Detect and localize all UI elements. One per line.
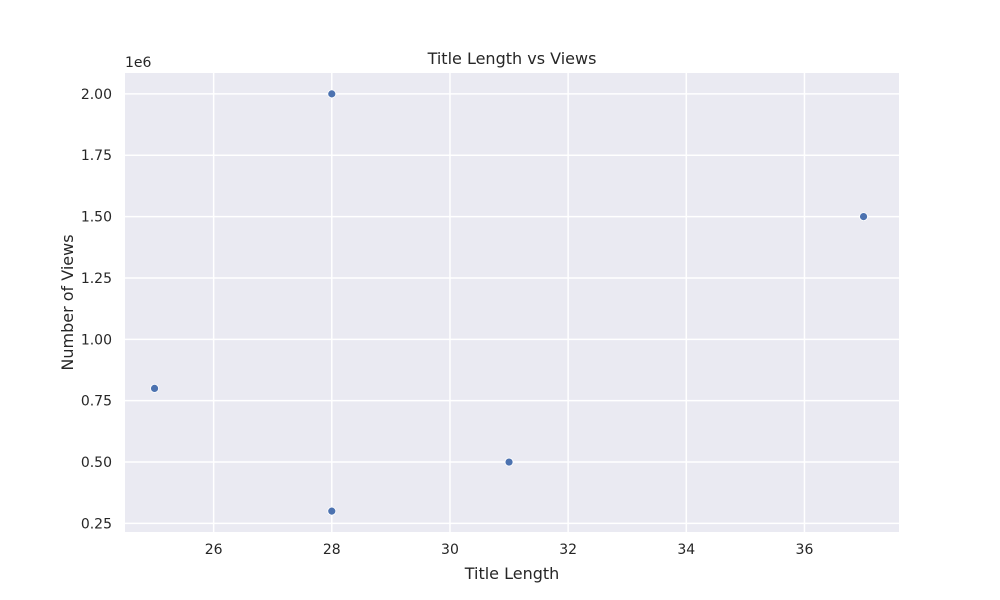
y-tick-label: 0.25	[81, 516, 112, 532]
chart-title: Title Length vs Views	[427, 49, 597, 68]
y-tick-label: 0.75	[81, 394, 112, 410]
x-tick-label: 36	[796, 542, 814, 558]
y-axis-offset-label: 1e6	[125, 55, 152, 71]
tick-labels: 26 28 30 32 34 36 0.25 0.50 0.75 1.00 1.25 1.50 1.75…	[81, 87, 814, 558]
scatter-point	[504, 457, 514, 467]
x-tick-label: 32	[559, 542, 577, 558]
x-axis-label: Title Length	[464, 564, 560, 583]
data-points	[150, 89, 868, 516]
x-tick-label: 34	[677, 542, 695, 558]
x-tick-label: 26	[205, 542, 223, 558]
x-tick-label: 30	[441, 542, 459, 558]
y-axis-label: Number of Views	[58, 234, 77, 370]
y-tick-label: 1.25	[81, 271, 112, 287]
y-tick-label: 1.00	[81, 332, 112, 348]
scatter-point	[150, 384, 159, 393]
grid-lines	[125, 73, 899, 532]
scatter-point	[327, 89, 337, 99]
scatter-point	[327, 506, 337, 516]
scatter-point	[859, 212, 868, 221]
plot-area	[125, 73, 899, 532]
y-tick-label: 0.50	[81, 455, 112, 471]
y-tick-label: 1.50	[81, 210, 112, 226]
y-tick-label: 2.00	[81, 87, 112, 103]
x-tick-label: 28	[323, 542, 341, 558]
y-tick-label: 1.75	[81, 148, 112, 164]
